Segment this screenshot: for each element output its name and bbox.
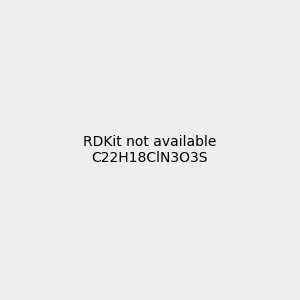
Text: RDKit not available
C22H18ClN3O3S: RDKit not available C22H18ClN3O3S (83, 135, 217, 165)
